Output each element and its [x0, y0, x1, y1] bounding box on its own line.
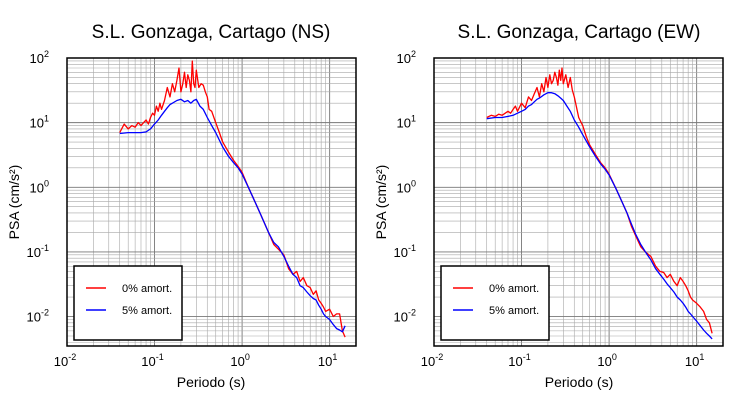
- x-tick-label: 10-1: [508, 352, 530, 369]
- x-axis-label: Periodo (s): [177, 374, 245, 390]
- series-layer: [119, 60, 346, 338]
- y-axis-label: PSA (cm/s²): [373, 165, 389, 240]
- x-tick-label: 101: [318, 352, 337, 369]
- x-tick-label: 101: [685, 352, 704, 369]
- legend: 0% amort. 5% amort.: [440, 265, 550, 341]
- plot-frame: [433, 57, 724, 347]
- y-tick-label: 102: [397, 49, 416, 66]
- x-tick-label: 10-1: [141, 352, 163, 369]
- series-line: [119, 60, 346, 338]
- chart-title: S.L. Gonzaga, Cartago (EW): [458, 22, 701, 43]
- y-tick-label: 102: [30, 49, 49, 66]
- chart-panel-ew: S.L. Gonzaga, Cartago (EW) Periodo (s) P…: [373, 22, 724, 390]
- y-tick-label: 101: [397, 114, 416, 131]
- x-tick-label: 100: [597, 352, 616, 369]
- series-line: [119, 98, 346, 333]
- x-tick-label: 10-2: [421, 352, 443, 369]
- series-line: [486, 67, 713, 334]
- x-tick-label: 10-2: [54, 352, 76, 369]
- legend-box: [440, 265, 550, 341]
- y-tick-label: 10-1: [27, 243, 49, 260]
- series-line: [486, 92, 713, 340]
- x-axis-label: Periodo (s): [545, 374, 613, 390]
- y-axis-label: PSA (cm/s²): [6, 165, 22, 240]
- y-tick-label: 10-2: [394, 308, 416, 325]
- legend-label: 5% amort.: [489, 305, 539, 317]
- legend-box: [73, 265, 183, 341]
- x-tick-label: 100: [230, 352, 249, 369]
- legend-label: 0% amort.: [122, 283, 172, 295]
- legend: 0% amort. 5% amort.: [73, 265, 183, 341]
- y-tick-label: 100: [397, 178, 416, 195]
- y-tick-label: 10-2: [27, 308, 49, 325]
- series-layer: [486, 67, 713, 340]
- legend-label: 5% amort.: [122, 305, 172, 317]
- y-tick-label: 101: [30, 114, 49, 131]
- chart-panel-ns: S.L. Gonzaga, Cartago (NS) Periodo (s) P…: [6, 22, 357, 390]
- y-tick-label: 10-1: [394, 243, 416, 260]
- y-tick-label: 100: [30, 178, 49, 195]
- plot-frame: [66, 57, 357, 347]
- legend-label: 0% amort.: [489, 283, 539, 295]
- chart-title: S.L. Gonzaga, Cartago (NS): [92, 22, 331, 43]
